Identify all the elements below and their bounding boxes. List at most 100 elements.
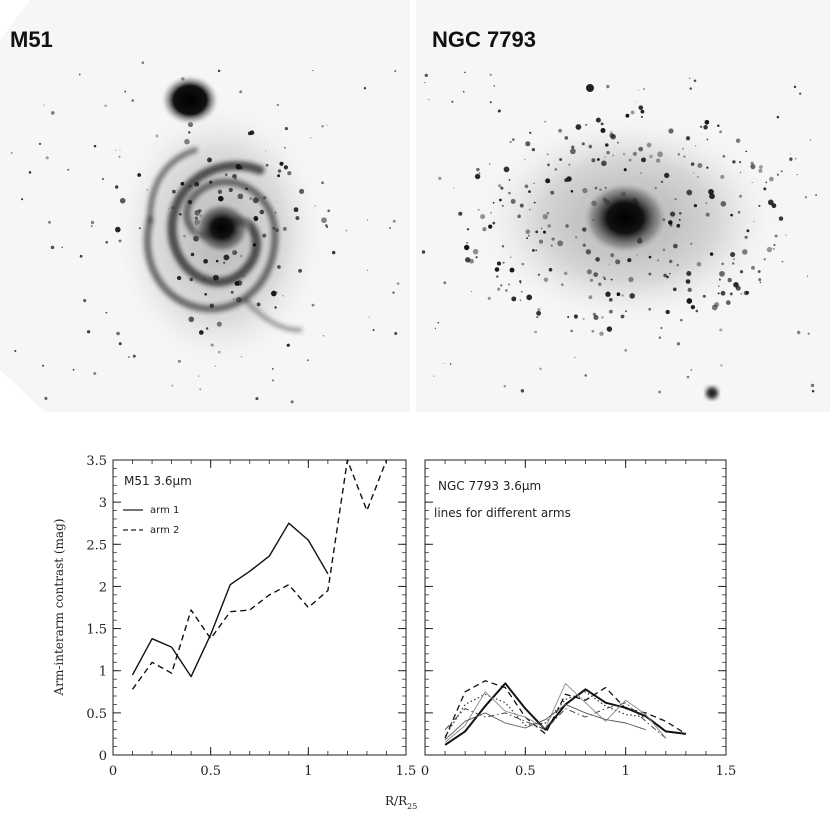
field-star (539, 367, 542, 370)
star-forming-knot (709, 193, 715, 200)
star-forming-knot (648, 255, 652, 259)
star-forming-knot (735, 138, 741, 143)
star-forming-knot (696, 175, 699, 178)
star-forming-knot (252, 197, 259, 204)
star-forming-knot (605, 291, 611, 297)
star-forming-knot (629, 293, 635, 299)
star-forming-knot (758, 204, 761, 207)
star-forming-knot (480, 214, 486, 220)
ngc7793-chart-frame (424, 459, 727, 756)
star-forming-knot (537, 273, 541, 276)
star-forming-knot (138, 227, 141, 230)
field-star (45, 156, 49, 160)
field-star (493, 85, 496, 87)
star-forming-knot (582, 317, 585, 320)
star-forming-knot (496, 261, 502, 266)
field-star (570, 329, 573, 333)
star-forming-knot (575, 124, 582, 130)
star-forming-knot (739, 171, 742, 174)
star-forming-knot (683, 155, 686, 158)
field-star (322, 335, 325, 337)
star-forming-knot (772, 247, 775, 250)
star-forming-knot (274, 306, 277, 309)
star-forming-knot (520, 290, 523, 293)
star-forming-knot (501, 204, 504, 207)
star-forming-knot (662, 248, 666, 251)
field-star (476, 167, 480, 172)
field-star (118, 155, 121, 158)
field-star (217, 69, 221, 73)
field-star (464, 71, 466, 74)
star-forming-knot (595, 257, 600, 262)
field-star (503, 384, 507, 388)
x-axis-label: R/R25 (385, 794, 417, 811)
field-star (72, 368, 75, 371)
star-forming-knot (706, 138, 709, 141)
field-star (451, 100, 454, 103)
ngc7793-chart-series (444, 680, 687, 746)
field-star (793, 85, 797, 89)
star-forming-knot (750, 164, 756, 170)
star-forming-knot (464, 244, 470, 251)
field-star (48, 220, 51, 224)
legend-arm1-label: arm 1 (150, 505, 179, 516)
field-star (796, 174, 798, 176)
field-star (198, 375, 200, 377)
field-star (61, 246, 64, 249)
x-tick-label: 0 (109, 764, 117, 779)
star-forming-knot (216, 321, 222, 327)
star-forming-knot (527, 234, 530, 237)
star-forming-knot (566, 176, 572, 182)
star-forming-knot (519, 282, 522, 284)
m51-label: M51 (10, 27, 53, 52)
star-forming-knot (573, 314, 578, 319)
star-forming-knot (591, 329, 595, 333)
star-forming-knot (179, 213, 182, 216)
star-forming-knot (766, 246, 773, 253)
star-forming-knot (235, 163, 242, 170)
star-forming-knot (696, 261, 702, 267)
star-forming-knot (217, 189, 223, 194)
star-forming-knot (176, 275, 182, 281)
star-forming-knot (224, 173, 228, 177)
field-star (719, 328, 723, 332)
field-star (776, 115, 780, 119)
star-forming-knot (582, 243, 586, 247)
field-star (392, 219, 396, 223)
star-forming-knot (588, 295, 593, 300)
star-forming-knot (773, 243, 776, 247)
field-star (199, 388, 201, 390)
field-star (105, 311, 108, 314)
star-forming-knot (511, 296, 517, 302)
field-star (443, 281, 447, 285)
field-star (239, 90, 243, 94)
star-forming-knot (115, 226, 121, 233)
field-star (686, 375, 690, 379)
field-star (676, 342, 681, 346)
field-star (132, 354, 136, 358)
star-forming-knot (758, 278, 762, 282)
star-forming-knot (593, 272, 599, 277)
field-star (392, 291, 395, 294)
field-star (79, 254, 83, 258)
field-star (124, 90, 127, 93)
field-star (807, 332, 810, 335)
star-forming-knot (283, 165, 288, 170)
star-forming-knot (503, 166, 510, 173)
field-star (116, 331, 120, 336)
star-forming-knot (510, 198, 516, 204)
field-star (332, 250, 336, 255)
field-star (520, 389, 525, 393)
field-star (368, 316, 370, 318)
star-forming-knot (492, 221, 496, 225)
star-forming-knot (676, 264, 679, 267)
star-forming-knot (721, 262, 724, 266)
star-forming-knot (538, 239, 544, 244)
star-forming-knot (769, 176, 774, 182)
field-star (44, 396, 48, 400)
star-forming-knot (188, 131, 191, 134)
star-forming-knot (625, 113, 630, 118)
star-forming-knot (299, 188, 305, 194)
field-star (636, 101, 638, 103)
star-forming-knot (582, 187, 588, 194)
